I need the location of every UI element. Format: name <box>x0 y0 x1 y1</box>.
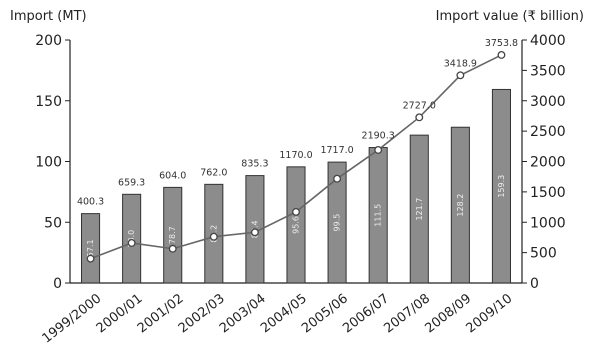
bar <box>81 213 101 284</box>
bar-series: 57.173.078.781.288.495.699.5111.5121.712… <box>81 88 511 284</box>
y-left-tick-label: 100 <box>35 155 62 171</box>
line-value-label: 1170.0 <box>279 150 312 161</box>
line-point <box>415 113 424 122</box>
line-point <box>250 228 259 237</box>
y-right-tick-label: 4000 <box>530 33 566 49</box>
bar-value-label: 121.7 <box>415 198 424 221</box>
y-right-tick-label: 500 <box>530 246 557 262</box>
bar-value-label: 73.0 <box>127 230 136 248</box>
line-value-label: 400.3 <box>77 197 104 208</box>
y-right-tick-label: 1500 <box>530 185 566 201</box>
bar <box>122 193 142 284</box>
y-right-tick-label: 2000 <box>530 155 566 171</box>
y-right-tick-label: 3000 <box>530 94 566 110</box>
line-value-label: 3753.8 <box>485 38 518 49</box>
bar-value-label: 111.5 <box>374 204 383 227</box>
bar-value-label: 159.3 <box>497 175 506 198</box>
line-series: 400.3 659.3 604.0 762.0 835.3 1170.0 1717.0 219… <box>77 38 518 263</box>
bar <box>450 126 470 284</box>
y-right-tick-label: 1000 <box>530 215 566 231</box>
bar-value-label: 95.6 <box>292 216 301 234</box>
y-left-tick-label: 150 <box>35 94 62 110</box>
line-value-label: 659.3 <box>118 177 145 188</box>
line-value-label: 2190.3 <box>362 131 395 142</box>
x-tick-label: 2009/10 <box>464 291 516 336</box>
line-value-label: 2727.0 <box>403 100 436 111</box>
line-point <box>127 238 136 247</box>
line-value-label: 604.0 <box>159 170 186 181</box>
y-right-tick-label: 3500 <box>530 63 566 79</box>
line-point <box>374 145 383 154</box>
y-right-tick-label: 0 <box>530 276 539 292</box>
x-tick-labels: 1999/20002000/012001/022002/032003/04200… <box>40 291 516 346</box>
line-point <box>456 71 465 80</box>
line-point <box>497 51 506 59</box>
line-point <box>209 232 218 241</box>
line-point <box>292 207 300 216</box>
y-left-tick-label: 200 <box>35 33 62 49</box>
line-value-label: 1717.0 <box>320 145 353 156</box>
bar-value-label: 128.2 <box>456 194 465 217</box>
bar <box>286 166 306 284</box>
line-point <box>333 174 342 183</box>
bar <box>327 161 347 284</box>
bar <box>491 88 511 284</box>
bar <box>409 134 429 284</box>
bar-value-label: 57.1 <box>86 239 95 257</box>
line-point <box>168 244 177 253</box>
bar <box>163 186 183 284</box>
y-right-tick-label: 2500 <box>530 124 566 140</box>
y-right-axis-title: Import value (₹ billion) <box>436 9 584 24</box>
axes: 0501001502000500100015002000250030003500… <box>35 33 565 292</box>
y-left-tick-label: 0 <box>53 276 62 292</box>
line-value-label: 835.3 <box>241 159 268 170</box>
x-tick-label: 1999/2000 <box>40 291 105 346</box>
bar-value-label: 99.5 <box>333 214 342 232</box>
bar-value-label: 78.7 <box>168 226 177 244</box>
line-value-label: 762.0 <box>200 167 227 178</box>
y-left-axis-title: Import (MT) <box>10 9 87 24</box>
line-point <box>86 254 95 263</box>
y-left-tick-label: 50 <box>44 215 62 231</box>
line-value-label: 3418.9 <box>444 58 477 69</box>
